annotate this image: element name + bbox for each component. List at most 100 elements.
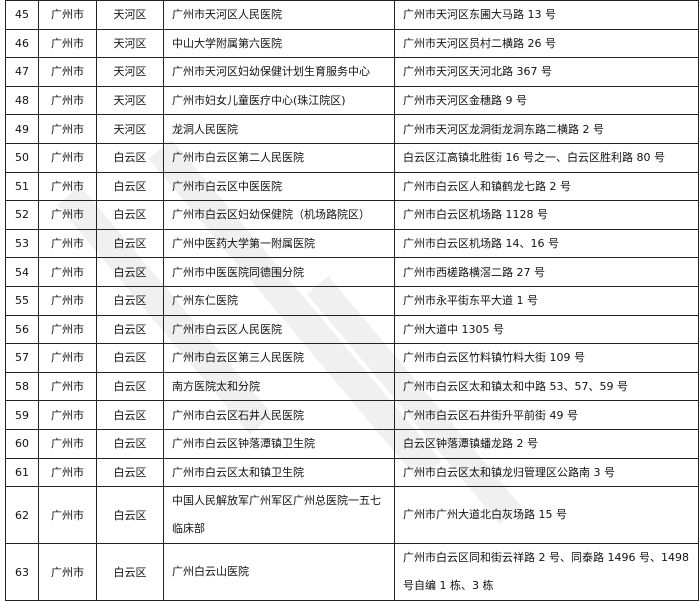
row-number: 49 (5, 114, 39, 144)
city-cell: 广州市 (38, 0, 97, 30)
hospital-name-cell: 广州市天河区妇幼保健计划生育服务中心 (163, 57, 395, 87)
address-cell: 广州市白云区石井街升平前街 49 号 (394, 400, 699, 430)
row-number: 60 (5, 428, 39, 459)
hospital-name-cell: 广州市妇女儿童医疗中心(珠江院区) (163, 85, 395, 116)
district-cell: 白云区 (96, 200, 164, 230)
district-cell: 白云区 (96, 171, 164, 202)
address-cell: 广州市天河区员村二横路 26 号 (394, 28, 699, 59)
hospital-name-cell: 广州市白云区第二人民医院 (163, 142, 395, 173)
hospital-name-cell: 广州市白云区人民医院 (163, 314, 395, 345)
row-number: 58 (5, 371, 39, 402)
hospital-name-cell: 广州市白云区第三人民医院 (163, 343, 395, 373)
table-row: 55 广州市 白云区 广州东仁医院 广州市永平街东平大道 1 号 (5, 285, 699, 316)
address-cell: 广州市白云区机场路 14、16 号 (394, 228, 699, 259)
address-cell: 广州市永平街东平大道 1 号 (394, 285, 699, 316)
hospital-name-cell: 龙洞人民医院 (163, 114, 395, 144)
table-row: 51 广州市 白云区 广州市白云区中医医院 广州市白云区人和镇鹤龙七路 2 号 (5, 171, 699, 202)
city-cell: 广州市 (38, 486, 97, 545)
district-cell: 天河区 (96, 85, 164, 116)
district-cell: 白云区 (96, 257, 164, 287)
hospital-name-cell: 中山大学附属第六医院 (163, 28, 395, 59)
table-row: 59 广州市 白云区 广州市白云区石井人民医院 广州市白云区石井街升平前街 49 号 (5, 400, 699, 430)
address-cell: 广州市天河区东圃大马路 13 号 (394, 0, 699, 30)
table-row: 45 广州市 天河区 广州市天河区人民医院 广州市天河区东圃大马路 13 号 (5, 0, 699, 30)
row-number: 52 (5, 200, 39, 230)
table-row: 62 广州市 白云区 中国人民解放军广州军区广州总医院一五七临床部 广州市广州大道北白灰… (5, 486, 699, 545)
row-number: 46 (5, 28, 39, 59)
district-cell: 白云区 (96, 400, 164, 430)
city-cell: 广州市 (38, 400, 97, 430)
hospital-name-cell: 广州东仁医院 (163, 285, 395, 316)
address-cell: 广州市天河区龙洞街龙洞东路二横路 2 号 (394, 114, 699, 144)
city-cell: 广州市 (38, 28, 97, 59)
hospital-name-cell: 南方医院太和分院 (163, 371, 395, 402)
district-cell: 白云区 (96, 285, 164, 316)
address-cell: 广州市西槎路横滘二路 27 号 (394, 257, 699, 287)
city-cell: 广州市 (38, 171, 97, 202)
table-row: 57 广州市 白云区 广州市白云区第三人民医院 广州市白云区竹料镇竹料大街 109 号 (5, 343, 699, 373)
hospital-table: 45 广州市 天河区 广州市天河区人民医院 广州市天河区东圃大马路 13 号 46 广州市天… (5, 0, 699, 601)
district-cell: 天河区 (96, 57, 164, 87)
address-cell: 广州市白云区人和镇鹤龙七路 2 号 (394, 171, 699, 202)
row-number: 59 (5, 400, 39, 430)
city-cell: 广州市 (38, 343, 97, 373)
table-row: 50 广州市 白云区 广州市白云区第二人民医院 白云区江高镇北胜街 16 号之一、白云区… (5, 142, 699, 173)
row-number: 55 (5, 285, 39, 316)
district-cell: 天河区 (96, 0, 164, 30)
city-cell: 广州市 (38, 57, 97, 87)
district-cell: 白云区 (96, 228, 164, 259)
address-cell: 广州市广州大道北白灰场路 15 号 (394, 486, 699, 545)
hospital-name-cell: 广州市天河区人民医院 (163, 0, 395, 30)
address-cell: 广州市天河区天河北路 367 号 (394, 57, 699, 87)
table-row: 46 广州市 天河区 中山大学附属第六医院 广州市天河区员村二横路 26 号 (5, 28, 699, 59)
table-row: 63 广州市 白云区 广州白云山医院 广州市白云区同和街云祥路 2 号、同泰路 1496… (5, 543, 699, 601)
table-row: 61 广州市 白云区 广州市白云区太和镇卫生院 广州市白云区太和镇龙归管理区公路南 3 … (5, 457, 699, 488)
hospital-name-cell: 广州市白云区太和镇卫生院 (163, 457, 395, 488)
address-cell: 广州市白云区机场路 1128 号 (394, 200, 699, 230)
district-cell: 白云区 (96, 428, 164, 459)
hospital-name-cell: 广州市中医医院同德围分院 (163, 257, 395, 287)
city-cell: 广州市 (38, 428, 97, 459)
city-cell: 广州市 (38, 257, 97, 287)
city-cell: 广州市 (38, 457, 97, 488)
row-number: 62 (5, 486, 39, 545)
address-cell: 广州市天河区金穗路 9 号 (394, 85, 699, 116)
hospital-name-cell: 广州市白云区中医医院 (163, 171, 395, 202)
row-number: 63 (5, 543, 39, 601)
address-cell: 白云区江高镇北胜街 16 号之一、白云区胜利路 80 号 (394, 142, 699, 173)
table-row: 56 广州市 白云区 广州市白云区人民医院 广州大道中 1305 号 (5, 314, 699, 345)
row-number: 47 (5, 57, 39, 87)
table-row: 49 广州市 天河区 龙洞人民医院 广州市天河区龙洞街龙洞东路二横路 2 号 (5, 114, 699, 144)
hospital-name-cell: 中国人民解放军广州军区广州总医院一五七临床部 (163, 486, 395, 545)
district-cell: 白云区 (96, 486, 164, 545)
city-cell: 广州市 (38, 285, 97, 316)
row-number: 56 (5, 314, 39, 345)
table-row: 48 广州市 天河区 广州市妇女儿童医疗中心(珠江院区) 广州市天河区金穗路 9 号 (5, 85, 699, 116)
district-cell: 白云区 (96, 457, 164, 488)
row-number: 48 (5, 85, 39, 116)
row-number: 45 (5, 0, 39, 30)
address-cell: 广州市白云区太和镇太和中路 53、57、59 号 (394, 371, 699, 402)
hospital-name-cell: 广州中医药大学第一附属医院 (163, 228, 395, 259)
row-number: 50 (5, 142, 39, 173)
table-row: 60 广州市 白云区 广州市白云区钟落潭镇卫生院 白云区钟落潭镇蟠龙路 2 号 (5, 428, 699, 459)
district-cell: 白云区 (96, 314, 164, 345)
city-cell: 广州市 (38, 85, 97, 116)
address-cell: 广州市白云区同和街云祥路 2 号、同泰路 1496 号、1498 号自编 1 栋… (394, 543, 699, 601)
table-row: 54 广州市 白云区 广州市中医医院同德围分院 广州市西槎路横滘二路 27 号 (5, 257, 699, 287)
table-row: 53 广州市 白云区 广州中医药大学第一附属医院 广州市白云区机场路 14、16 号 (5, 228, 699, 259)
hospital-name-cell: 广州白云山医院 (163, 543, 395, 601)
address-cell: 白云区钟落潭镇蟠龙路 2 号 (394, 428, 699, 459)
district-cell: 天河区 (96, 28, 164, 59)
row-number: 61 (5, 457, 39, 488)
district-cell: 白云区 (96, 142, 164, 173)
table-row: 58 广州市 白云区 南方医院太和分院 广州市白云区太和镇太和中路 53、57、59 号 (5, 371, 699, 402)
hospital-name-cell: 广州市白云区妇幼保健院（机场路院区） (163, 200, 395, 230)
city-cell: 广州市 (38, 543, 97, 601)
city-cell: 广州市 (38, 371, 97, 402)
address-cell: 广州大道中 1305 号 (394, 314, 699, 345)
district-cell: 天河区 (96, 114, 164, 144)
city-cell: 广州市 (38, 200, 97, 230)
table-row: 52 广州市 白云区 广州市白云区妇幼保健院（机场路院区） 广州市白云区机场路 1128… (5, 200, 699, 230)
address-cell: 广州市白云区竹料镇竹料大街 109 号 (394, 343, 699, 373)
